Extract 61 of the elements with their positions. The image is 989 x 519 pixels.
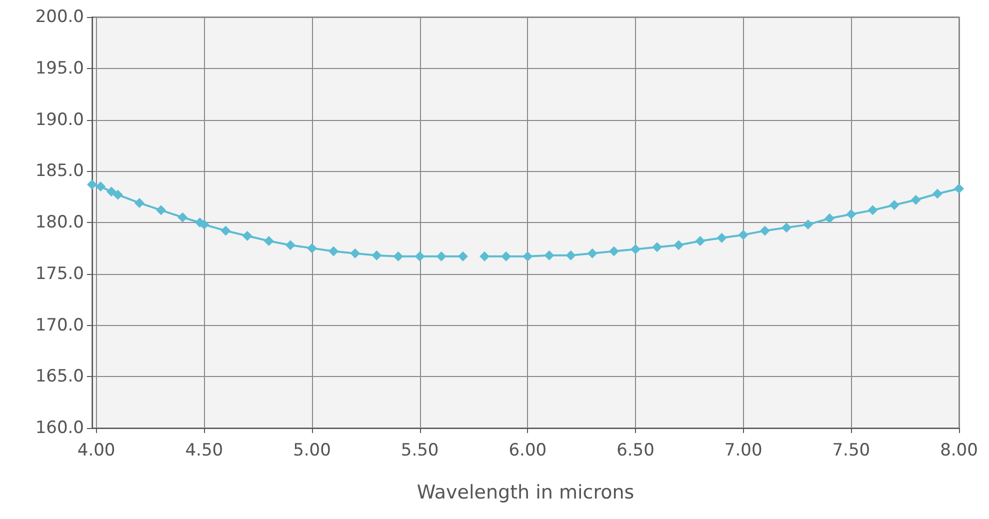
x-tick-label: 7.00 — [724, 440, 762, 460]
point — [868, 205, 878, 216]
point — [932, 188, 942, 199]
point — [674, 240, 684, 250]
point — [522, 251, 533, 262]
y-tick-label: 180.0 — [35, 212, 84, 232]
point — [264, 236, 274, 246]
point — [760, 226, 770, 236]
point — [414, 251, 425, 262]
point — [350, 248, 360, 258]
point — [87, 179, 97, 190]
point — [695, 236, 706, 246]
y-tick-label: 160.0 — [35, 418, 84, 438]
point — [652, 242, 662, 252]
point — [608, 246, 619, 256]
point — [393, 251, 404, 262]
point — [106, 186, 116, 197]
point — [501, 251, 512, 262]
point — [630, 244, 640, 254]
x-tick-label: 7.50 — [832, 440, 870, 460]
point — [285, 240, 296, 250]
point — [846, 209, 856, 220]
x-tick-label: 4.50 — [185, 440, 224, 460]
x-tick-label: 4.00 — [77, 440, 116, 460]
point — [242, 230, 252, 241]
point — [372, 250, 382, 260]
x-tick-label: 6.50 — [616, 440, 654, 460]
point — [889, 200, 900, 210]
y-tick-label: 165.0 — [35, 366, 84, 387]
point — [566, 250, 576, 260]
point — [587, 248, 598, 258]
point — [306, 243, 317, 254]
point — [716, 232, 727, 243]
point — [910, 194, 921, 205]
x-tick-label: 5.50 — [400, 440, 439, 460]
point — [134, 198, 144, 208]
y-tick-label: 200.0 — [35, 7, 84, 27]
point — [954, 184, 964, 194]
point — [803, 220, 814, 230]
y-tick-label: 170.0 — [35, 315, 84, 336]
point — [738, 230, 748, 240]
x-tick-label: 8.00 — [940, 440, 978, 460]
point — [96, 182, 106, 192]
point — [544, 250, 554, 260]
point — [781, 222, 792, 233]
x-tick-label: 5.00 — [293, 440, 331, 460]
y-tick-label: 175.0 — [35, 264, 84, 284]
point — [178, 212, 188, 222]
point — [156, 205, 166, 216]
point — [458, 251, 468, 262]
point — [112, 190, 123, 200]
point — [220, 226, 231, 236]
y-tick-label: 190.0 — [35, 110, 84, 130]
point — [824, 213, 835, 224]
x-axis-title: Wavelength in microns — [416, 482, 634, 504]
y-tick-label: 185.0 — [35, 161, 84, 182]
x-tick-label: 6.00 — [508, 440, 547, 460]
y-tick-label: 195.0 — [35, 58, 84, 78]
point — [436, 251, 446, 262]
point — [480, 251, 490, 262]
point — [328, 246, 339, 256]
